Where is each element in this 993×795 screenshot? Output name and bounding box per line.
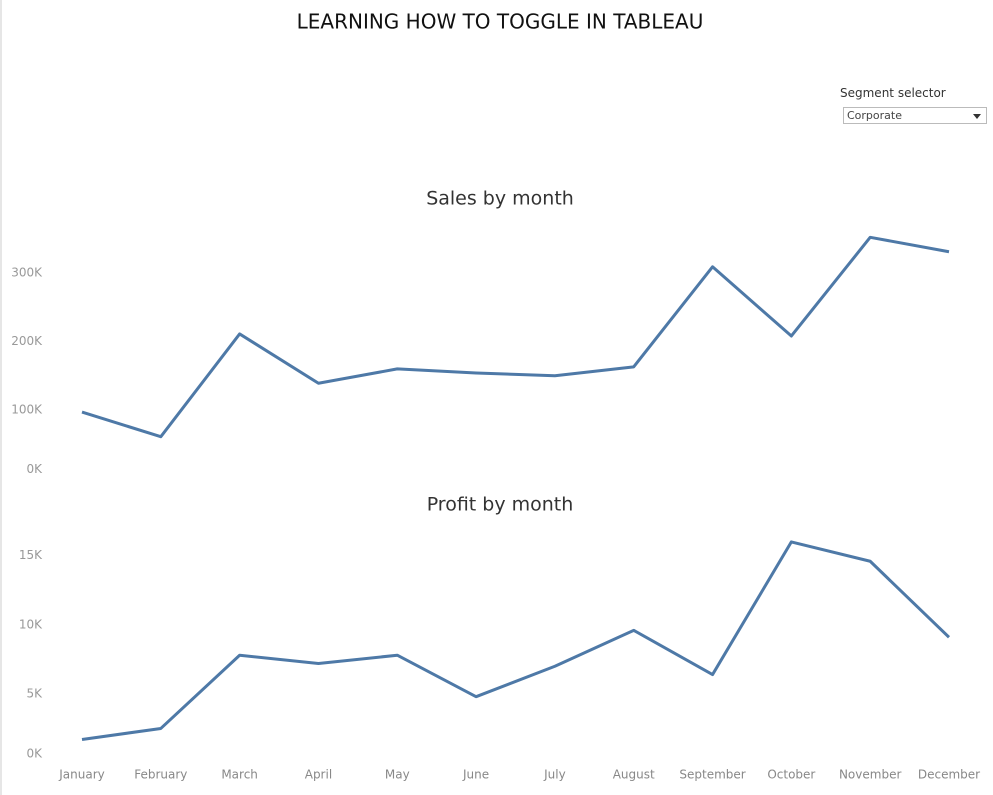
y-tick-label: 200K <box>11 334 43 348</box>
chart-title: Sales by month <box>426 188 574 210</box>
x-tick-label: March <box>221 768 258 782</box>
y-tick-label: 0K <box>26 462 43 476</box>
y-tick-label: 10K <box>19 617 43 631</box>
x-tick-label: May <box>385 768 410 782</box>
x-tick-label: June <box>462 768 489 782</box>
x-tick-label: November <box>839 768 901 782</box>
x-tick-label: August <box>613 768 655 782</box>
selector-label: Segment selector <box>840 86 946 100</box>
x-tick-label: July <box>543 768 566 782</box>
y-tick-label: 5K <box>26 686 43 700</box>
line <box>81 540 951 741</box>
y-tick-label: 300K <box>11 265 43 279</box>
x-tick-label: October <box>767 768 815 782</box>
selector-value: Corporate <box>847 109 902 122</box>
y-tick-label: 100K <box>11 402 43 416</box>
x-tick-label: September <box>679 768 745 782</box>
x-tick-label: February <box>134 768 187 782</box>
x-tick-label: January <box>58 768 105 782</box>
chart-title: Profit by month <box>427 494 574 516</box>
x-tick-label: April <box>305 768 332 782</box>
dropdown-arrow <box>973 114 981 119</box>
y-tick-label: 0K <box>26 747 43 761</box>
dashboard-title: LEARNING HOW TO TOGGLE IN TABLEAU <box>297 10 704 34</box>
segment-selector[interactable]: Corporate <box>843 107 987 124</box>
line <box>81 235 950 439</box>
x-tick-label: December <box>918 768 980 782</box>
y-tick-label: 15K <box>19 548 43 562</box>
